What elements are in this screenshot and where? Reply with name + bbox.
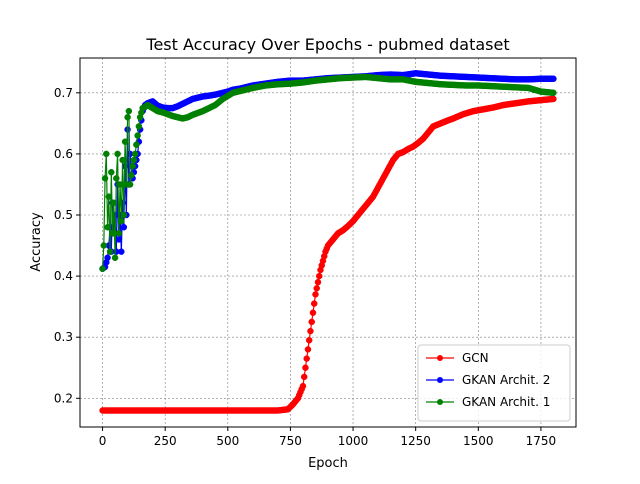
data-point <box>302 364 309 371</box>
data-point <box>134 132 141 139</box>
y-axis-label: Accuracy <box>29 212 44 272</box>
data-point <box>116 181 124 188</box>
data-point <box>119 156 126 164</box>
data-point <box>126 181 134 188</box>
x-tick-label: 500 <box>216 434 239 448</box>
data-point <box>113 175 120 182</box>
data-point <box>114 150 121 158</box>
data-point <box>111 254 119 262</box>
x-tick-label: 0 <box>99 434 107 448</box>
legend-box <box>417 344 571 422</box>
legend-marker <box>437 377 443 383</box>
series-gkan-archit-1 <box>99 73 557 273</box>
data-point <box>120 211 128 219</box>
x-axis-label: Epoch <box>308 456 348 471</box>
legend-label: GKAN Archit. 2 <box>462 373 550 387</box>
data-point <box>312 291 319 298</box>
data-point <box>118 217 125 225</box>
data-point <box>305 337 313 344</box>
legend-label: GCN <box>462 351 489 365</box>
data-point <box>315 272 323 280</box>
legend-marker <box>437 355 443 361</box>
chart-title: Test Accuracy Over Epochs - pubmed datas… <box>145 35 509 54</box>
data-point <box>104 254 111 262</box>
y-tick-label: 0.7 <box>54 86 73 100</box>
data-point <box>133 141 140 148</box>
data-point <box>108 168 115 176</box>
data-point <box>103 150 110 158</box>
data-point <box>101 175 109 182</box>
data-point <box>300 373 308 381</box>
data-point <box>104 223 111 231</box>
data-point <box>129 162 136 170</box>
data-point <box>299 382 307 390</box>
x-tick-label: 1750 <box>526 434 557 448</box>
data-point <box>120 223 128 231</box>
data-point <box>308 318 315 326</box>
y-ticks: 0.2 0.3 0.4 0.5 0.6 0.7 <box>54 86 80 405</box>
data-point <box>304 346 312 353</box>
legend: GCN GKAN Archit. 2 GKAN Archit. 1 <box>417 344 571 422</box>
legend-label: GKAN Archit. 1 <box>462 395 550 409</box>
data-point <box>310 300 318 307</box>
data-point <box>303 355 310 362</box>
x-tick-label: 250 <box>154 434 177 448</box>
x-tick-label: 1500 <box>463 434 494 448</box>
data-point <box>125 107 133 115</box>
data-point <box>124 114 131 121</box>
legend-item: GCN <box>426 351 489 365</box>
data-point <box>99 265 106 273</box>
data-point <box>550 75 557 83</box>
x-tick-label: 1000 <box>338 434 369 448</box>
data-point <box>121 138 129 145</box>
legend-item: GKAN Archit. 1 <box>426 395 550 409</box>
y-tick-label: 0.4 <box>54 269 73 283</box>
data-point <box>118 248 125 255</box>
data-point <box>550 89 557 97</box>
data-point <box>106 248 114 255</box>
data-point <box>109 230 116 237</box>
series-gcn <box>99 95 557 414</box>
x-tick-label: 1250 <box>400 434 431 448</box>
y-tick-label: 0.6 <box>54 147 73 161</box>
legend-item: GKAN Archit. 2 <box>426 373 550 387</box>
y-tick-label: 0.5 <box>54 208 73 222</box>
data-point <box>309 309 317 317</box>
data-point <box>131 150 139 158</box>
data-point <box>130 156 138 164</box>
data-point <box>307 327 314 335</box>
y-tick-label: 0.3 <box>54 330 73 344</box>
data-point <box>110 199 118 207</box>
data-point <box>550 95 557 103</box>
plot-frame <box>79 57 577 428</box>
data-point <box>115 236 123 243</box>
x-tick-label: 750 <box>279 434 302 448</box>
data-point <box>135 123 143 130</box>
y-tick-label: 0.2 <box>54 391 73 405</box>
series-layer <box>99 70 557 414</box>
data-point <box>128 172 135 179</box>
data-point <box>105 193 113 200</box>
data-point <box>100 242 108 249</box>
legend-marker <box>437 399 443 405</box>
data-point <box>314 278 322 286</box>
data-point <box>313 285 320 292</box>
x-ticks: 0 250 500 750 1000 1250 1500 1750 <box>99 427 556 448</box>
data-point <box>115 230 123 237</box>
